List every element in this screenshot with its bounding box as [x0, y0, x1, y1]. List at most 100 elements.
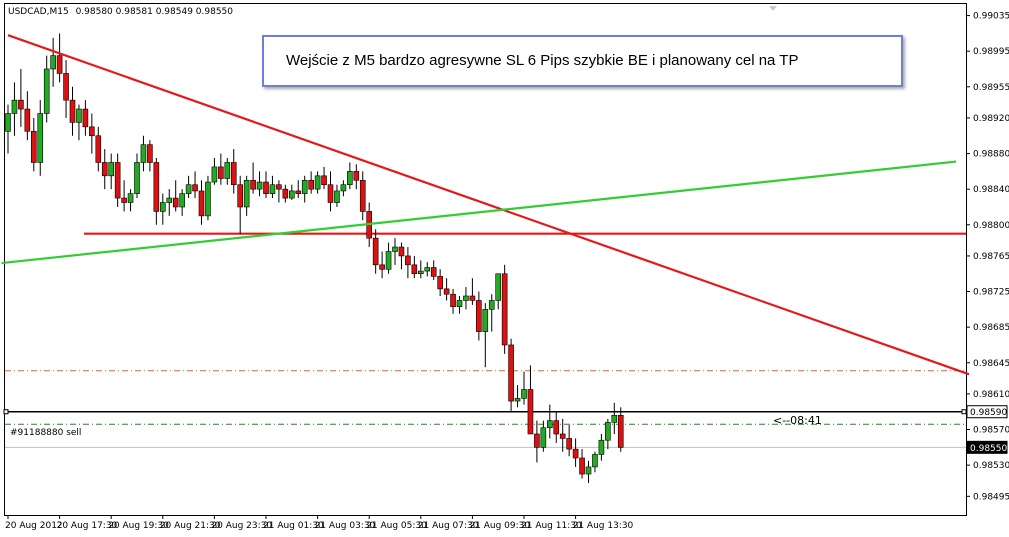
candle-body	[476, 300, 482, 332]
candle-body	[5, 113, 11, 132]
candle-body	[101, 162, 108, 177]
current-price-label: 0.98550	[970, 444, 1007, 454]
candle-body	[347, 171, 353, 186]
candle-body	[269, 184, 276, 194]
candle-body	[321, 175, 327, 186]
current-price-label-box	[966, 440, 1008, 454]
candle-body	[69, 99, 76, 123]
y-tick-label: 0.98800	[973, 221, 1009, 231]
candle-body	[353, 171, 360, 181]
candle-body	[430, 267, 437, 277]
candle-body	[372, 237, 379, 266]
candle-body	[566, 438, 572, 450]
candle-body	[185, 184, 192, 194]
candle-body	[488, 300, 495, 310]
y-tick-label: 0.98995	[973, 47, 1009, 57]
plot-frame	[4, 3, 967, 516]
candle-body	[276, 184, 282, 190]
candle-body	[153, 162, 160, 212]
candle-body	[334, 190, 340, 203]
y-tick-label: 0.98610	[973, 390, 1009, 400]
candle-body	[243, 179, 250, 208]
candle-body	[95, 135, 102, 163]
y-tick-label: 0.98840	[973, 185, 1009, 195]
price-labels: 0.98590 0.98550	[966, 405, 1008, 454]
y-tick-label: 0.98645	[973, 359, 1009, 369]
candle-body	[617, 414, 624, 448]
order-price-label-box	[966, 405, 1008, 419]
candle-body	[147, 144, 153, 163]
candle-body	[250, 179, 256, 190]
uptrend-line	[1, 160, 957, 265]
chart-header: USDCAD,M15 0.98580 0.98581 0.98549 0.985…	[8, 7, 233, 17]
x-tick-label: 21 Aug 05:30	[366, 521, 427, 531]
candle-body	[11, 99, 18, 114]
candle-body	[198, 190, 205, 217]
candle-body	[224, 162, 231, 179]
candle-body	[585, 466, 592, 475]
x-tick-label: 20 Aug 2012	[5, 521, 63, 531]
candle-body	[592, 454, 598, 468]
x-tick-label: 20 Aug 19:30	[108, 521, 169, 531]
candle-body	[308, 179, 314, 190]
x-tick-label: 21 Aug 13:30	[573, 521, 634, 531]
order-line-handle	[3, 409, 9, 415]
candle-body	[192, 184, 198, 192]
candle-body	[282, 188, 289, 199]
candle-body	[218, 166, 224, 179]
candle-body	[437, 276, 443, 290]
candle-body	[295, 190, 302, 194]
trendlines[interactable]	[1, 34, 970, 376]
annotation-textbox[interactable]: Wejście z M5 bardzo agresywne SL 6 Pips …	[262, 35, 903, 87]
candle-body	[417, 270, 424, 275]
x-tick-label: 21 Aug 01:30	[263, 521, 324, 531]
candle-countdown: <--08:41	[773, 414, 822, 427]
candle-body	[237, 184, 243, 208]
order-price-label: 0.98590	[970, 408, 1007, 418]
candle-body	[160, 202, 166, 212]
candle-body	[211, 166, 218, 183]
dropdown-arrow-icon[interactable]	[769, 6, 777, 11]
y-tick-label: 0.98530	[973, 461, 1009, 471]
candle-body	[43, 68, 50, 114]
chart-ohlc: 0.98580 0.98581 0.98549 0.98550	[76, 7, 234, 17]
candle-body	[443, 288, 450, 295]
x-tick-label: 21 Aug 09:30	[469, 521, 530, 531]
candle-body	[508, 344, 514, 402]
y-tick-label: 0.98685	[973, 323, 1009, 333]
candle-body	[611, 414, 618, 423]
candle-body	[495, 273, 502, 301]
x-tick-label: 20 Aug 23:30	[211, 521, 272, 531]
candle-body	[256, 181, 263, 190]
candle-body	[140, 144, 147, 163]
annotation-text: Wejście z M5 bardzo agresywne SL 6 Pips …	[286, 52, 799, 69]
candle-body	[379, 264, 385, 270]
candle-body	[50, 55, 56, 70]
y-tick-label: 0.98570	[973, 426, 1009, 436]
candle-body	[134, 162, 140, 194]
x-tick-label: 21 Aug 03:30	[315, 521, 376, 531]
y-tick-label: 0.98955	[973, 83, 1009, 93]
candle-body	[108, 162, 114, 177]
candle-body	[521, 389, 527, 399]
candle-body	[579, 457, 585, 475]
candle-body	[340, 184, 347, 192]
candle-body	[230, 162, 237, 186]
y-tick-label: 0.98725	[973, 288, 1009, 298]
candle-body	[598, 439, 605, 455]
candle-body	[605, 422, 611, 441]
candle-body	[482, 309, 489, 332]
y-axis-ticks: 0.99035 0.98995 0.98955 0.98920 0.98880 0.988…	[966, 12, 1009, 502]
candle-body	[89, 126, 95, 137]
candle-body	[456, 300, 463, 307]
candle-body	[392, 246, 398, 252]
candle-body	[24, 108, 31, 132]
candle-body	[514, 398, 521, 402]
y-tick-label: 0.98765	[973, 252, 1009, 262]
candle-body	[469, 295, 476, 301]
order-line-handle	[961, 409, 967, 415]
candle-body	[540, 427, 547, 448]
candle-body	[385, 251, 392, 270]
